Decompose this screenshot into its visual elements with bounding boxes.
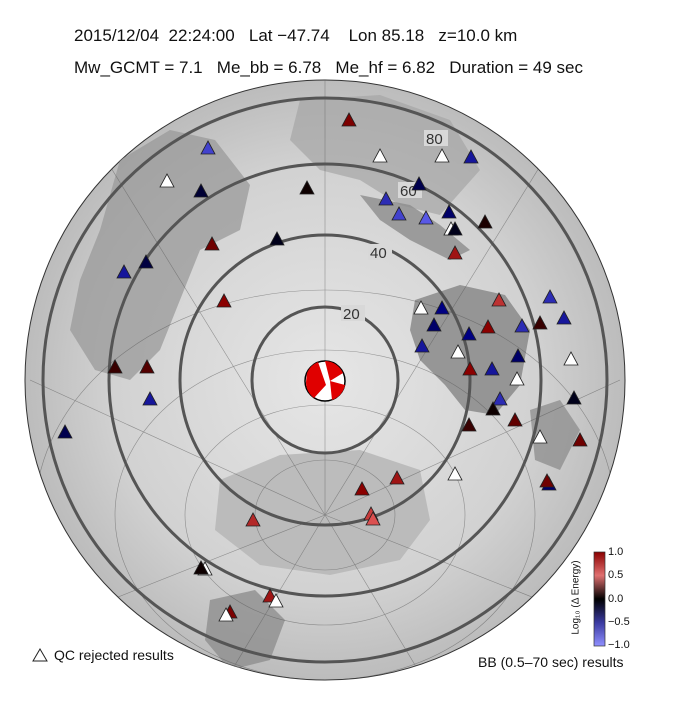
qc-legend-label: QC rejected results [54,647,174,663]
station-marker [142,391,158,406]
station-marker [365,511,381,526]
station-marker [107,359,123,374]
station-marker [507,412,523,427]
station-qc-rejected [372,148,388,163]
colorbar-title: Log₁₀ (Δ Energy) [570,560,582,635]
distance-label-80: 80 [426,131,443,148]
distance-ring-20 [250,305,400,455]
station-marker [447,245,463,260]
station-marker [484,361,500,376]
station-marker [200,140,216,155]
station-qc-rejected [434,148,450,163]
station-marker [204,236,220,251]
station-marker [572,432,588,447]
antarctica-land [215,450,430,575]
station-marker [480,319,496,334]
distance-label-20: 20 [343,306,360,323]
colorbar [593,551,606,647]
station-qc-rejected [268,593,284,608]
station-marker [269,231,285,246]
station-marker [139,359,155,374]
station-marker [542,289,558,304]
qc-triangle-icon [32,648,48,662]
distance-ring-80 [41,96,609,664]
distance-labels: 20 40 60 80 [341,130,448,323]
zealandia-land [530,400,580,470]
colorbar-tick-neg1: −1.0 [608,639,630,651]
station-marker [389,470,405,485]
station-marker [477,214,493,229]
station-qc-rejected [532,429,548,444]
qc-legend: QC rejected results [32,647,174,663]
colorbar-tick-0: 0.0 [608,593,624,605]
station-qc-rejected [509,371,525,386]
colorbar-tick-1: 1.0 [608,546,624,558]
station-qc-rejected [413,300,429,315]
australia-land [410,285,530,415]
station-marker [463,149,479,164]
colorbar-tick-0.5: 0.5 [608,569,624,581]
station-marker [245,512,261,527]
station-marker [514,318,530,333]
station-marker [447,221,463,236]
station-marker [216,293,232,308]
station-marker [378,191,394,206]
station-marker [57,424,73,439]
station-marker [434,300,450,315]
station-marker [341,112,357,127]
distance-rings [41,96,609,664]
station-qc-rejected [218,607,234,622]
station-marker [193,560,209,575]
station-marker [193,183,209,198]
station-marker [485,401,501,416]
station-marker [539,473,555,488]
station-marker [426,317,442,332]
station-qc-rejected [450,344,466,359]
distance-label-60: 60 [400,183,417,200]
station-marker [441,204,457,219]
indonesia-land [360,195,470,260]
distance-label-40: 40 [370,245,387,262]
station-marker [391,206,407,221]
station-marker [461,417,477,432]
station-marker [532,315,548,330]
station-marker [418,210,434,225]
event-header-line1: 2015/12/04 22:24:00 Lat −47.74 Lon 85.18… [74,26,518,45]
asia-land [290,95,480,215]
focal-mechanism-beachball [304,360,346,402]
station-marker [462,361,478,376]
distance-ring-40 [178,233,472,527]
station-qc-rejected [159,173,175,188]
station-marker [138,254,154,269]
station-marker [510,348,526,363]
event-header-line2: Mw_GCMT = 7.1 Me_bb = 6.78 Me_hf = 6.82 … [74,58,584,77]
station-marker [491,292,507,307]
station-marker [354,481,370,496]
station-marker [411,176,427,191]
station-marker [461,326,477,341]
station-marker [414,338,430,353]
station-marker [492,391,508,406]
station-marker [556,310,572,325]
station-marker [299,180,315,195]
station-markers [57,112,588,622]
colorbar-scale [593,551,606,647]
station-qc-rejected [447,466,463,481]
station-marker [116,264,132,279]
distance-ring-60 [107,162,543,598]
bb-results-label: BB (0.5–70 sec) results [478,654,624,670]
station-qc-rejected [563,351,579,366]
station-marker [566,390,582,405]
colorbar-tick-neg0.5: −0.5 [608,616,630,628]
